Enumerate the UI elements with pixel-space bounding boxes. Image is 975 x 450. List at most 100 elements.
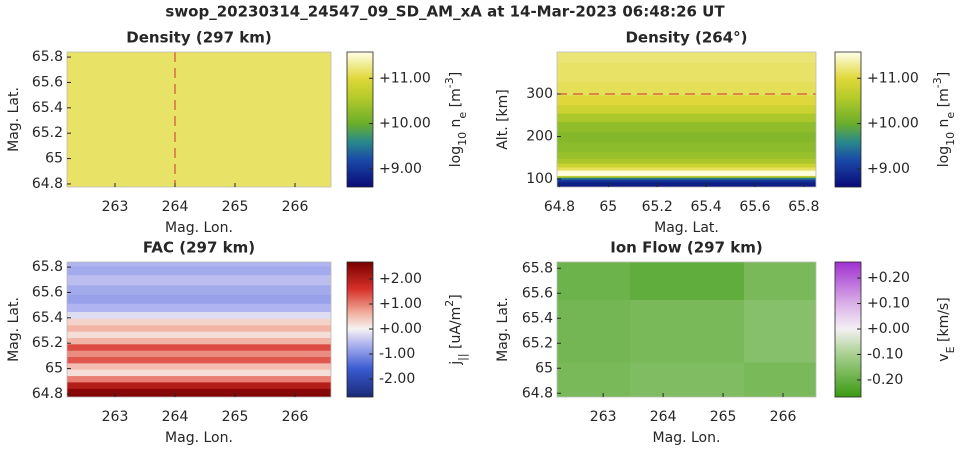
x-tick-label: 263 (102, 199, 129, 215)
y-tick-label: 65 (535, 360, 553, 376)
label-part: [uA/m (448, 307, 464, 354)
x-tick-label: 263 (102, 409, 129, 425)
panel-title: Density (264°) (625, 29, 747, 47)
x-tick-label: 266 (282, 199, 309, 215)
x-tick-label: 65.2 (642, 199, 673, 215)
heatmap-cell (557, 80, 816, 96)
heatmap-cell (557, 175, 816, 178)
colorbar-tick-label: +11.00 (867, 70, 919, 86)
heatmap-cell (557, 166, 816, 171)
label-part: [m (936, 88, 952, 112)
y-tick-label: 64.8 (32, 386, 63, 402)
heatmap-cell (67, 265, 331, 276)
heatmap-cell (557, 112, 816, 123)
heatmap-cell (67, 293, 331, 304)
colorbar-label: j|| [uA/m2] (443, 294, 469, 366)
label-part: || (456, 353, 469, 360)
label-part: v (936, 353, 952, 361)
heatmap-cell (557, 299, 631, 363)
y-tick-label: 64.8 (32, 176, 63, 192)
colorbar-tick-label: +0.00 (379, 321, 422, 337)
label-part: -3 (443, 77, 456, 88)
heatmap-cell (67, 375, 331, 383)
axes-frame (66, 51, 332, 188)
y-tick-label: 65.8 (32, 49, 63, 65)
heatmap-cell (67, 362, 331, 370)
heatmap-cell (67, 393, 331, 397)
x-tick-label: 266 (282, 409, 309, 425)
y-tick-label: 64.8 (522, 385, 553, 401)
heatmap-cell (67, 356, 331, 364)
figure-title: swop_20230314_24547_09_SD_AM_xA at 14-Ma… (165, 3, 725, 21)
heatmap-cell (630, 299, 745, 363)
heatmap-cell (630, 262, 745, 300)
x-tick-label: 65.6 (739, 199, 770, 215)
y-tick-label: 65.2 (32, 125, 63, 141)
x-tick-label: 265 (222, 409, 249, 425)
colorbar-tick-label: +0.10 (867, 296, 910, 312)
heatmap-cell (67, 317, 331, 326)
y-tick-label: 65.8 (32, 259, 63, 275)
colorbar-label: log10 ne [m-3] (443, 72, 469, 167)
heatmap-cell (67, 310, 331, 319)
x-tick-label: 263 (590, 409, 617, 425)
heatmap-cell (557, 178, 816, 183)
heatmap-cell (67, 343, 331, 351)
axis-label: Mag. Lat. (654, 220, 719, 236)
y-tick-label: 65.4 (32, 310, 63, 326)
x-tick-label: 265 (710, 409, 737, 425)
label-part: ] (448, 294, 464, 299)
heatmap (557, 262, 816, 397)
heatmap-cell (67, 336, 331, 345)
label-part: -3 (931, 77, 944, 88)
y-tick-label: 65.8 (522, 260, 553, 276)
colorbar-tick-label: -0.20 (867, 372, 903, 388)
label-part: E (944, 346, 957, 353)
heatmap-cell (557, 61, 816, 82)
y-tick-label: 65.4 (32, 100, 63, 116)
heatmap-cell (557, 184, 816, 187)
heatmap-cell (557, 181, 816, 186)
y-tick-label: 65.4 (522, 310, 553, 326)
heatmap-cell (557, 130, 816, 143)
label-part: ] (448, 72, 464, 77)
label-part: j (448, 361, 464, 366)
x-tick-label: 264 (162, 199, 189, 215)
heatmap-cell (67, 368, 331, 377)
heatmap-cell (557, 176, 816, 180)
y-tick-label: 200 (526, 128, 553, 144)
panel-title: Ion Flow (297 km) (610, 239, 762, 257)
colorbar-tick-label: +9.00 (867, 161, 910, 177)
axis-label: Mag. Lon. (653, 430, 721, 446)
label-part: 10 (456, 132, 469, 146)
heatmap-cell (557, 171, 816, 175)
colorbar-tick-label: +9.00 (379, 161, 422, 177)
heatmap-cell (67, 381, 331, 389)
heatmap-cell (557, 121, 816, 132)
x-tick-label: 64.8 (544, 199, 575, 215)
heatmap-cell (557, 94, 816, 106)
colorbar-tick-label: +0.20 (867, 270, 910, 286)
heatmap-cell (557, 150, 816, 159)
heatmap (67, 262, 331, 397)
heatmap-cell (557, 162, 816, 168)
heatmap-cell (557, 52, 816, 63)
x-tick-label: 264 (162, 409, 189, 425)
colorbar (834, 261, 862, 398)
colorbar-tick-label: -0.10 (867, 346, 903, 362)
heatmap-cell (67, 330, 331, 338)
x-tick-label: 264 (650, 409, 677, 425)
y-tick-label: 65 (45, 361, 63, 377)
heatmap-cell (744, 299, 816, 363)
colorbar-tick-label: -1.00 (379, 346, 415, 362)
colorbar-tick-label: +11.00 (379, 70, 431, 86)
axis-label: Mag. Lon. (165, 220, 233, 236)
colorbar-tick-label: -2.00 (379, 371, 415, 387)
axes-frame (556, 261, 817, 398)
y-tick-label: 300 (526, 86, 553, 102)
label-part: log (448, 146, 464, 167)
colorbar (834, 51, 862, 188)
colorbar-tick-label: +10.00 (867, 116, 919, 132)
heatmap-cell (557, 169, 816, 173)
